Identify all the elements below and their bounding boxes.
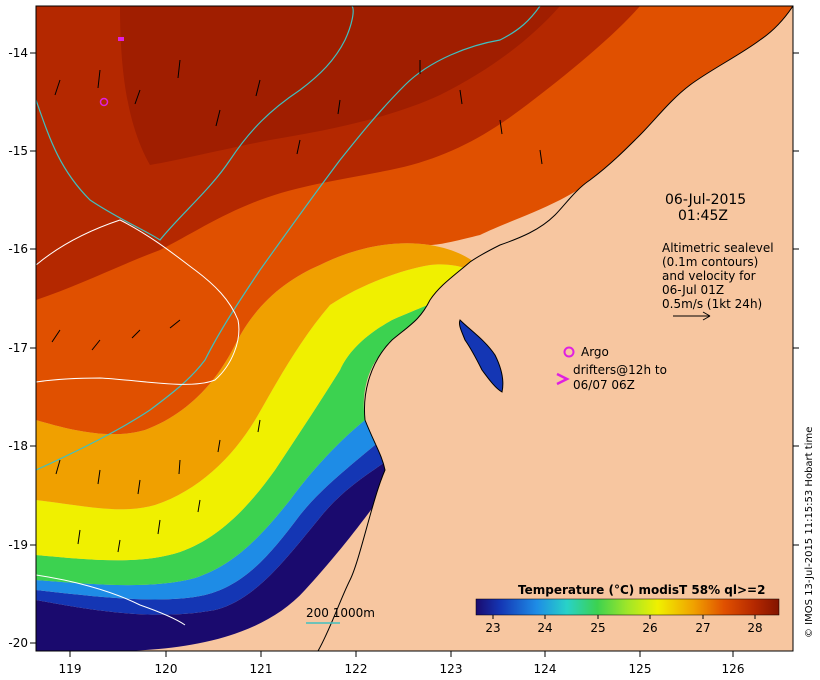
depth-contour-200m xyxy=(36,6,354,241)
x-tick: 123 xyxy=(440,662,463,676)
x-tick: 124 xyxy=(534,662,557,676)
colorbar-tick: 23 xyxy=(485,621,500,635)
argo-legend-label: Argo xyxy=(581,345,609,359)
altimetry-note: Altimetric sealevel (0.1m contours) and … xyxy=(662,241,774,311)
altimetry-line: and velocity for xyxy=(662,269,756,283)
time-label: 01:45Z xyxy=(678,208,728,224)
plot-frame xyxy=(35,5,794,652)
x-axis-labels: 119 120 121 122 123 124 125 126 xyxy=(59,662,745,676)
sst-band-hottest xyxy=(120,6,560,165)
colorbar-tick: 26 xyxy=(642,621,657,635)
colorbar-tick: 25 xyxy=(590,621,605,635)
colorbar-ticks xyxy=(492,615,756,619)
sealevel-contour-1 xyxy=(36,219,240,385)
drifters-legend-label: 06/07 06Z xyxy=(573,378,635,392)
y-tick: -16 xyxy=(8,242,28,256)
drifter-marker-1 xyxy=(118,37,124,41)
king-sound xyxy=(459,319,504,393)
x-tick: 122 xyxy=(345,662,368,676)
sst-band-yellow xyxy=(36,264,490,561)
x-tick: 121 xyxy=(250,662,273,676)
drifters-legend-label: drifters@12h to xyxy=(573,363,667,377)
y-tick: -15 xyxy=(8,144,28,158)
tick-marks xyxy=(30,52,799,657)
sealevel-contour-2 xyxy=(36,574,186,626)
sst-band-orange xyxy=(36,243,490,510)
velocity-scale-arrow xyxy=(673,311,711,321)
argo-marker-1 xyxy=(99,97,109,107)
depth-contour-1000m xyxy=(36,6,541,471)
imos-credit: © IMOS 13-Jul-2015 11:15:53 Hobart time xyxy=(804,427,815,638)
altimetry-line: (0.1m contours) xyxy=(662,255,758,269)
depth-contour-legend: 200 1000m xyxy=(306,606,375,620)
kimberley-coast xyxy=(317,6,793,651)
y-tick: -14 xyxy=(8,46,28,60)
argo-legend-icon xyxy=(563,346,575,358)
altimetry-line: 06-Jul 01Z xyxy=(662,283,724,297)
y-tick: -18 xyxy=(8,439,28,453)
sst-band-blue xyxy=(36,445,387,615)
y-tick: -19 xyxy=(8,538,28,552)
drifter-legend-icon xyxy=(556,372,570,386)
y-tick: -20 xyxy=(8,636,28,650)
x-tick: 126 xyxy=(722,662,745,676)
x-tick: 119 xyxy=(59,662,82,676)
date-label: 06-Jul-2015 xyxy=(665,192,746,208)
sst-band-cool-dark xyxy=(36,461,396,651)
velocity-arrows xyxy=(51,59,543,553)
x-tick: 120 xyxy=(155,662,178,676)
altimetry-line: Altimetric sealevel xyxy=(662,241,774,255)
colorbar-tick: 24 xyxy=(537,621,552,635)
x-tick: 125 xyxy=(629,662,652,676)
colorbar-tick: 27 xyxy=(695,621,710,635)
colorbar-tick: 28 xyxy=(747,621,762,635)
colorbar xyxy=(475,598,780,616)
y-axis-labels: -14 -15 -16 -17 -18 -19 -20 xyxy=(8,46,28,650)
colorbar-labels: 23 24 25 26 27 28 xyxy=(485,621,762,635)
altimetry-line: 0.5m/s (1kt 24h) xyxy=(662,297,762,311)
y-tick: -17 xyxy=(8,341,28,355)
colorbar-title: Temperature (°C) modisT 58% ql>=2 xyxy=(518,583,765,597)
